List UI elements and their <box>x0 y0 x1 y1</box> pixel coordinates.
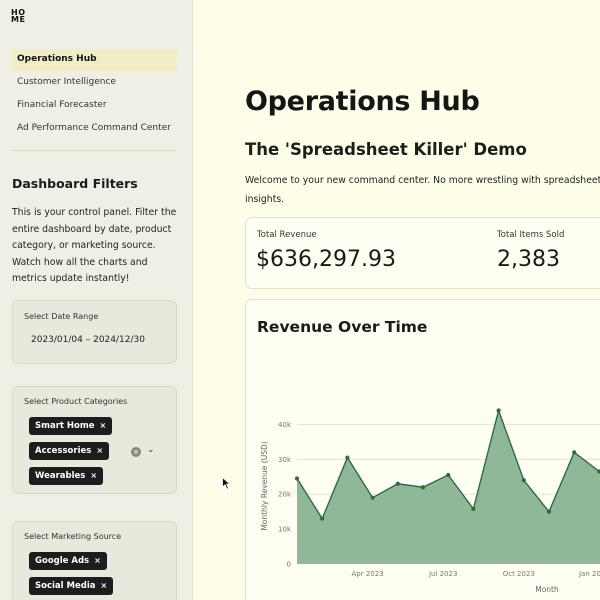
welcome-text: Welcome to your new command center. No m… <box>245 171 600 209</box>
y-tick-label: 10k <box>278 526 292 534</box>
nav-item-ad-performance[interactable]: Ad Performance Command Center <box>17 123 171 133</box>
logo-line-1: HO <box>11 8 26 17</box>
main-content: Operations Hub The 'Spreadsheet Killer' … <box>194 0 600 600</box>
product-categories-label: Select Product Categories <box>24 397 128 406</box>
total-revenue-value: $636,297.93 <box>256 247 396 272</box>
revenue-line <box>296 408 600 521</box>
data-point <box>597 469 600 474</box>
chart-title: Revenue Over Time <box>257 318 428 336</box>
y-tick-label: 40k <box>278 421 292 429</box>
chip-google-ads: Google Ads × <box>29 552 107 570</box>
product-categories-panel: Select Product Categories Smart Home × Ac… <box>12 386 177 494</box>
chip-social-media: Social Media × <box>29 577 114 595</box>
date-range-input[interactable]: 2023/01/04 – 2024/12/30 <box>31 335 145 345</box>
marketing-source-panel: Select Marketing Source Google Ads × Soci… <box>12 521 177 600</box>
data-point <box>395 481 400 486</box>
x-tick-label: Apr 2023 <box>352 570 384 578</box>
chip-accessories: Accessories × <box>29 442 110 460</box>
chip-label: Accessories <box>35 446 92 456</box>
x-tick-label: Oct 2023 <box>503 570 535 578</box>
date-range-label: Select Date Range <box>24 312 99 321</box>
data-point <box>546 509 552 514</box>
mouse-cursor-icon <box>222 477 231 490</box>
revenue-chart: 0 10k 20k 30k 40k Monthly Revenue (USD) Apr 20… <box>260 408 600 594</box>
sidebar-nav: Operations Hub Customer Intelligence Fin… <box>11 49 177 141</box>
data-point <box>294 476 300 481</box>
welcome-line-1: Welcome to your new command center. No m… <box>245 175 600 186</box>
date-range-panel: Select Date Range 2023/01/04 – 2024/12/3… <box>12 300 177 364</box>
clear-all-icon[interactable]: × <box>131 447 141 457</box>
logo-line-2: ME <box>11 15 26 24</box>
x-tick-label: Jan 2024 <box>578 570 600 578</box>
welcome-line-2: insights. <box>245 194 285 205</box>
metrics-card: Total Revenue $636,297.93 Total Items So… <box>245 217 600 289</box>
remove-icon[interactable]: × <box>96 446 104 455</box>
chevron-down-icon[interactable]: ⌄ <box>147 445 155 455</box>
chip-label: Wearables <box>35 471 86 481</box>
nav-item-operations-hub[interactable]: Operations Hub <box>11 49 177 71</box>
y-tick-label: 30k <box>278 456 292 464</box>
remove-icon[interactable]: × <box>94 556 101 565</box>
chip-label: Social Media <box>35 581 96 591</box>
remove-icon[interactable]: × <box>100 581 108 590</box>
x-tick-label: Jul 2023 <box>428 570 458 578</box>
page-title: Operations Hub <box>245 86 480 117</box>
chip-label: Smart Home <box>35 421 95 431</box>
home-logo[interactable]: HO ME <box>11 8 26 24</box>
filters-description: This is your control panel. Filter the e… <box>12 207 177 285</box>
total-revenue-label: Total Revenue <box>257 230 317 240</box>
marketing-source-label: Select Marketing Source <box>24 532 122 541</box>
filters-title: Dashboard Filters <box>12 176 138 191</box>
data-point <box>496 408 501 413</box>
x-axis-title: Month <box>535 585 559 594</box>
data-point <box>320 516 325 521</box>
remove-icon[interactable]: × <box>90 471 98 480</box>
y-axis-title: Monthly Revenue (USD) <box>260 441 269 530</box>
y-tick-label: 0 <box>287 561 291 569</box>
revenue-chart-card: Revenue Over Time 0 10k 20k 30k 40k Monthly R… <box>245 299 600 600</box>
remove-icon[interactable]: × <box>99 421 107 430</box>
nav-item-customer-intelligence[interactable]: Customer Intelligence <box>17 77 116 87</box>
revenue-area <box>297 410 600 564</box>
chip-label: Google Ads <box>35 556 90 566</box>
sidebar: HO ME Operations Hub Customer Intelligen… <box>0 0 193 600</box>
nav-item-financial-forecaster[interactable]: Financial Forecaster <box>17 100 107 110</box>
data-point <box>471 506 476 511</box>
data-point <box>420 485 426 490</box>
data-point <box>345 455 350 460</box>
data-point <box>572 450 577 455</box>
y-tick-label: 20k <box>278 491 292 499</box>
nav-divider <box>11 150 177 151</box>
data-point <box>446 472 451 478</box>
page-subtitle: The 'Spreadsheet Killer' Demo <box>245 140 527 159</box>
data-point <box>370 495 375 500</box>
chip-smart-home: Smart Home × <box>29 417 113 435</box>
data-point <box>521 478 526 483</box>
total-items-value: 2,383 <box>497 247 560 272</box>
chip-wearables: Wearables × <box>29 467 104 485</box>
total-items-label: Total Items Sold <box>497 230 565 240</box>
